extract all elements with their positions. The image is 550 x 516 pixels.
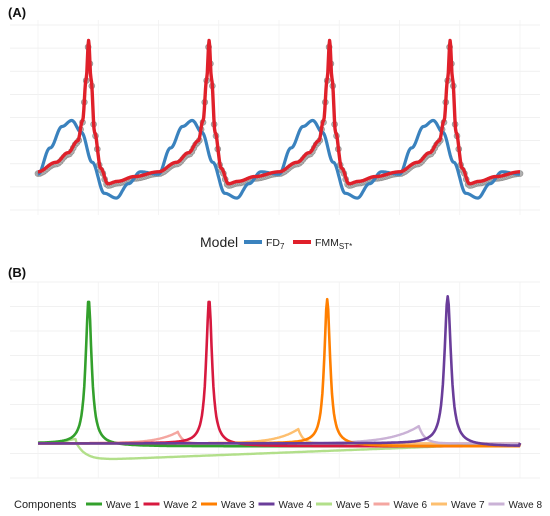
legend-label-wave-5: Wave 5 [336,500,370,511]
legend-label-wave-1: Wave 1 [106,500,140,511]
panel-a-label: (A) [8,5,26,20]
legend-label-wave-2: Wave 2 [164,500,198,511]
legend-fd7-label: FD7 [266,237,285,251]
legend-label-wave-8: Wave 8 [509,500,543,511]
legend-label-wave-3: Wave 3 [221,500,255,511]
legend-model-title: Model [200,234,238,250]
series-line-fd7 [37,118,521,200]
component-line-wave-4 [37,295,522,447]
legend-model: Model FD7 FMMST* [200,234,352,251]
legend-components-title: Components [14,499,77,511]
panel-a-plot [34,38,524,200]
legend-fmm-label: FMMST* [315,237,352,251]
legend-components: Components Wave 1 Wave 2 Wave 3 Wave 4 Wave … [14,499,542,511]
legend-label-wave-6: Wave 6 [394,500,428,511]
panel-b-label: (B) [8,265,26,280]
panel-b-plot [37,295,522,461]
legend-label-wave-4: Wave 4 [279,500,313,511]
panel-a-grid [10,20,540,215]
legend-label-wave-7: Wave 7 [451,500,485,511]
series-line-fmm [36,38,522,186]
